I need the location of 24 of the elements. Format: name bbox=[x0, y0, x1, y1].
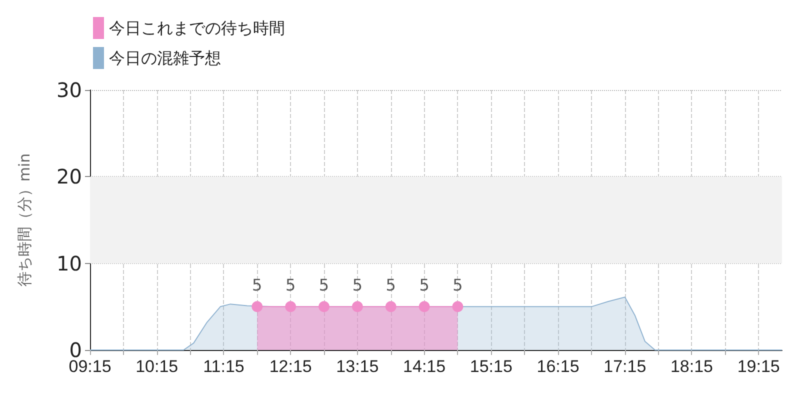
x-tick-label: 17:15 bbox=[604, 357, 646, 376]
x-tick-label: 14:15 bbox=[403, 357, 446, 376]
data-label: 5 bbox=[452, 276, 463, 295]
data-label: 5 bbox=[419, 276, 430, 295]
legend-label: 今日これまでの待ち時間 bbox=[109, 18, 285, 38]
data-label: 5 bbox=[252, 276, 262, 295]
x-tick-label: 19:15 bbox=[737, 357, 780, 376]
x-tick-label: 09:15 bbox=[68, 357, 112, 376]
x-tick-label: 18:15 bbox=[670, 357, 714, 376]
x-tick-label: 13:15 bbox=[336, 357, 379, 376]
y-tick-label: 20 bbox=[56, 164, 82, 189]
data-label: 5 bbox=[318, 276, 330, 295]
legend-label: 今日の混雑予想 bbox=[109, 48, 221, 68]
x-tick-label: 10:15 bbox=[136, 357, 178, 376]
x-tick-label: 12:15 bbox=[269, 357, 312, 376]
y-axis-title: 待ち時間（分）min bbox=[16, 153, 34, 287]
x-tick-label: 15:15 bbox=[470, 357, 512, 376]
y-tick-label: 30 bbox=[56, 78, 82, 102]
data-label: 5 bbox=[352, 276, 363, 295]
data-label: 5 bbox=[386, 276, 396, 295]
x-tick-label: 11:15 bbox=[203, 357, 244, 376]
y-tick-label: 10 bbox=[56, 251, 82, 276]
data-label: 5 bbox=[285, 276, 296, 295]
x-tick-label: 16:15 bbox=[536, 357, 580, 376]
